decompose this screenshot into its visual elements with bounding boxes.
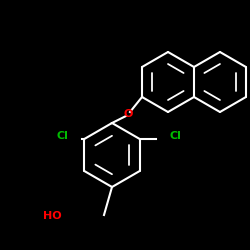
Text: O: O [123,109,133,119]
Text: HO: HO [44,211,62,221]
Text: Cl: Cl [56,131,68,141]
Text: Cl: Cl [170,131,182,141]
